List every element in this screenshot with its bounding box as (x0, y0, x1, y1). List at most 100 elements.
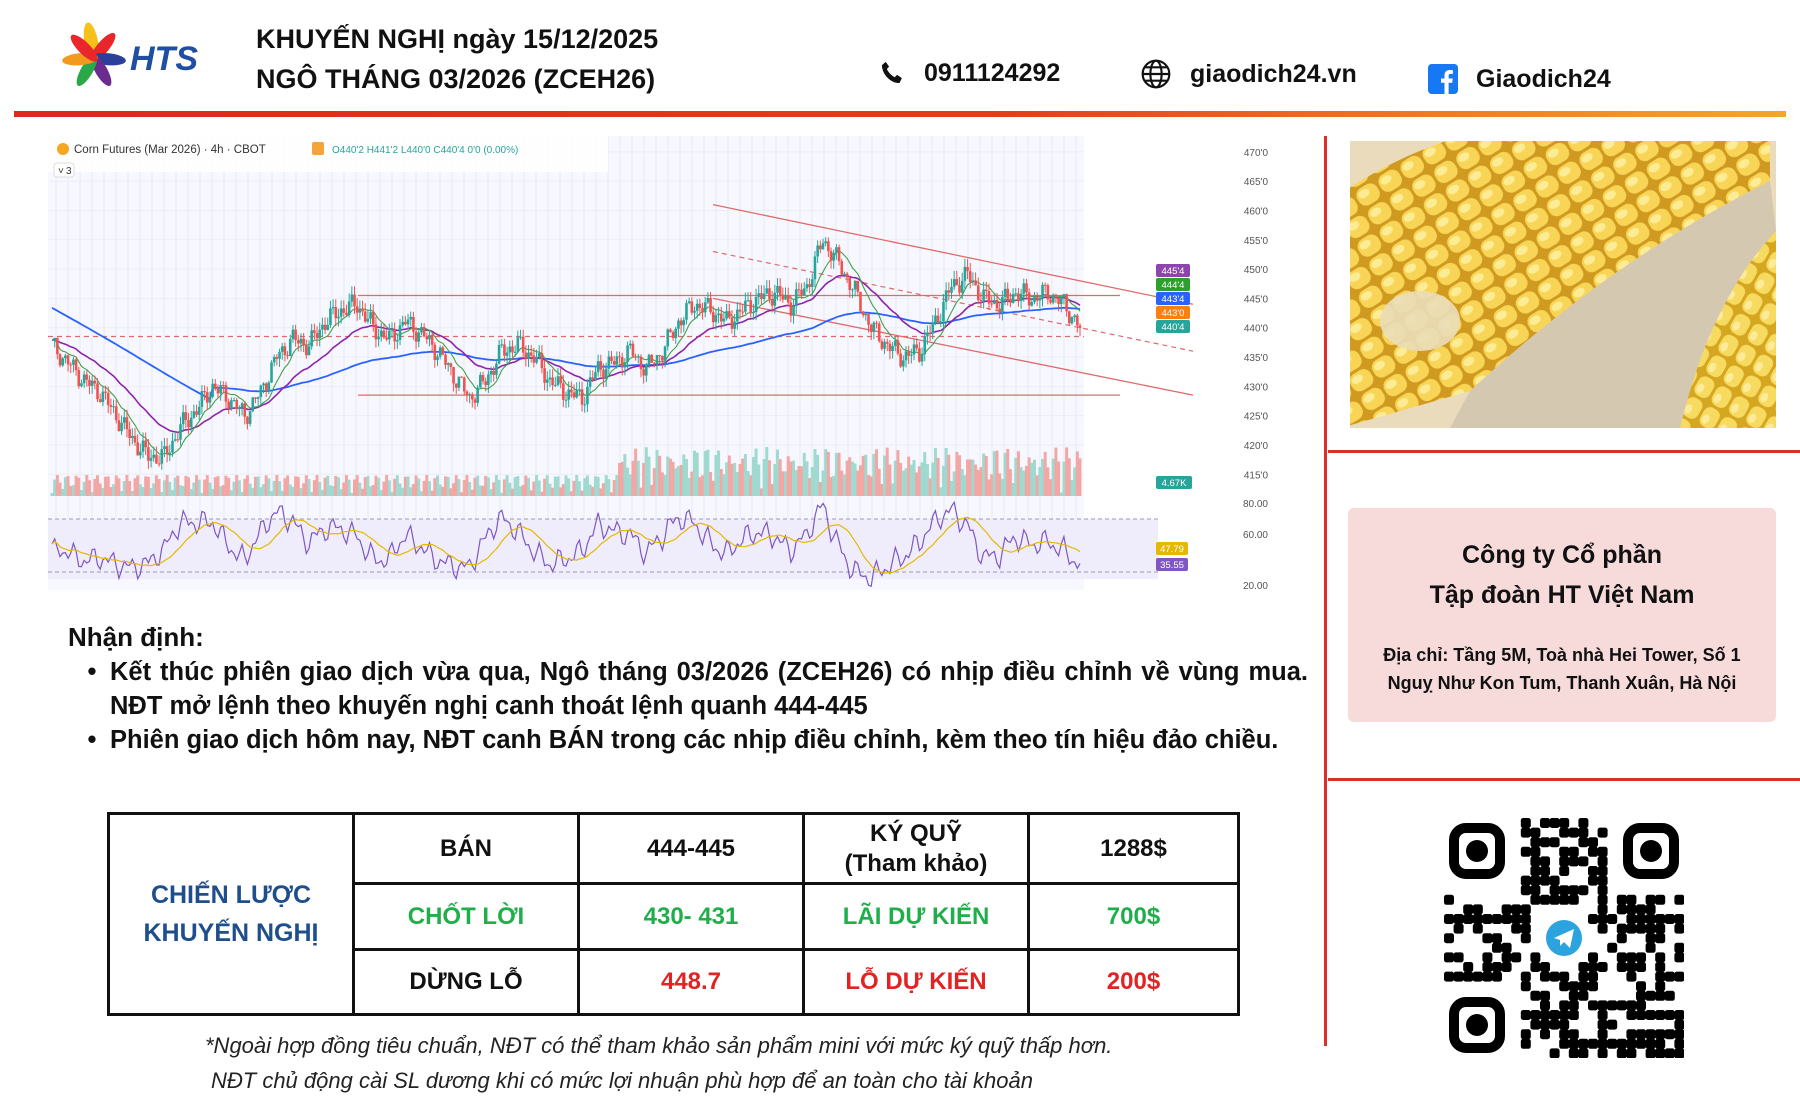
candle-body (189, 417, 193, 428)
price-axis-tick: 415'0 (1244, 470, 1269, 481)
candle-body (428, 334, 431, 340)
candle-body (101, 391, 105, 402)
candle-body (1025, 283, 1028, 293)
volume-bar (674, 468, 678, 496)
volume-bar (888, 464, 892, 496)
volume-bar (864, 454, 868, 496)
volume-bar (224, 475, 228, 496)
volume-bar (1065, 447, 1069, 496)
volume-bar (465, 475, 469, 496)
volume-bar (524, 475, 528, 496)
candle-body (615, 356, 619, 365)
volume-bar (203, 479, 207, 496)
table-cell-expected-loss-value: 200$ (1027, 947, 1240, 1017)
candle-body (567, 389, 570, 400)
analysis-bullet-text: Phiên giao dịch hôm nay, NĐT canh BÁN tr… (110, 726, 1279, 754)
volume-bar (87, 480, 91, 496)
volume-bar (620, 461, 624, 496)
contact-facebook[interactable]: Giaodich24 (1428, 64, 1611, 94)
volume-bar (125, 475, 129, 496)
volume-bar (264, 475, 268, 496)
volume-bar (157, 478, 161, 496)
candle-body (859, 291, 862, 312)
price-axis-tick: 460'0 (1244, 206, 1269, 217)
candle-body (1043, 284, 1047, 286)
candle-body (545, 379, 549, 383)
table-cell-take-profit-label: CHỐT LỜI (352, 882, 580, 951)
volume-bar (904, 468, 908, 496)
volume-bar (781, 471, 785, 496)
candle-body (902, 360, 905, 367)
indicator-toggle[interactable]: ˅ (58, 166, 64, 177)
candle-body (976, 285, 980, 301)
volume-bar (106, 476, 110, 496)
volume-bar (676, 466, 680, 496)
candle-body (262, 383, 265, 386)
candle-body (912, 344, 916, 355)
candle-body (958, 285, 961, 293)
volume-bar (406, 476, 410, 496)
candle-body (824, 241, 827, 244)
volume-bar (982, 453, 986, 496)
ma-medium-line (51, 274, 1081, 434)
volume-bar (537, 480, 541, 496)
candle-body (998, 308, 1001, 313)
volume-bar (452, 483, 456, 496)
volume-bar (179, 485, 182, 496)
candle-body (361, 308, 364, 312)
table-cell-expected-profit-label: LÃI DỰ KIẾN (802, 882, 1030, 951)
volume-bar (850, 461, 854, 496)
volume-bar (436, 475, 439, 496)
candle-body (114, 406, 118, 421)
volume-bar (422, 480, 426, 496)
volume-bar (950, 481, 953, 496)
volume-bar (818, 482, 822, 496)
volume-bar (813, 449, 817, 496)
candle-body (698, 303, 702, 308)
volume-bar (170, 489, 174, 496)
candle-body (920, 354, 924, 362)
candle-body (813, 256, 817, 280)
candle-body (283, 346, 287, 356)
candle-body (950, 286, 953, 293)
candle-body (479, 374, 482, 388)
candle-body (404, 321, 407, 325)
candle-body (495, 363, 498, 375)
volume-bar (1059, 492, 1063, 496)
candle-body (639, 356, 643, 370)
globe-icon (1141, 59, 1171, 89)
volume-bar (310, 492, 314, 496)
volume-bar (138, 484, 142, 496)
candle-body (430, 334, 434, 345)
candle-body (551, 377, 554, 386)
candle-body (636, 356, 640, 358)
candle-body (508, 346, 512, 353)
candle-body (74, 359, 78, 371)
candle-body (374, 324, 378, 340)
candle-body (444, 354, 447, 365)
volume-bar (925, 464, 929, 496)
volume-bar (146, 476, 150, 496)
telegram-qr-code[interactable] (1444, 818, 1685, 1059)
volume-bar (1051, 458, 1055, 496)
candle-body (345, 312, 348, 315)
volume-bar (114, 475, 118, 496)
contact-website[interactable]: giaodich24.vn (1140, 58, 1357, 90)
contact-phone[interactable]: 0911124292 (878, 58, 1060, 88)
volume-bar (1027, 457, 1031, 496)
volume-bar (200, 492, 204, 496)
volume-bar (738, 464, 742, 496)
candle-body (591, 377, 595, 380)
candle-body (425, 336, 429, 340)
volume-bar (160, 492, 164, 496)
candle-body (709, 297, 712, 313)
volume-bar (403, 476, 407, 496)
volume-bar (256, 476, 260, 496)
rsi-label-badge (1156, 558, 1188, 571)
chart-ohlc: O440'2 H441'2 L440'0 C440'4 0'0 (0.00%) (332, 145, 518, 156)
volume-bar (599, 488, 603, 496)
candle-body (144, 440, 147, 448)
price-chart[interactable]: 470'0 465'0 460'0 455'0 450'0 445'0 440'0 435'0… (48, 136, 1295, 592)
hts-logo-icon (62, 22, 126, 86)
volume-bar (299, 488, 303, 496)
